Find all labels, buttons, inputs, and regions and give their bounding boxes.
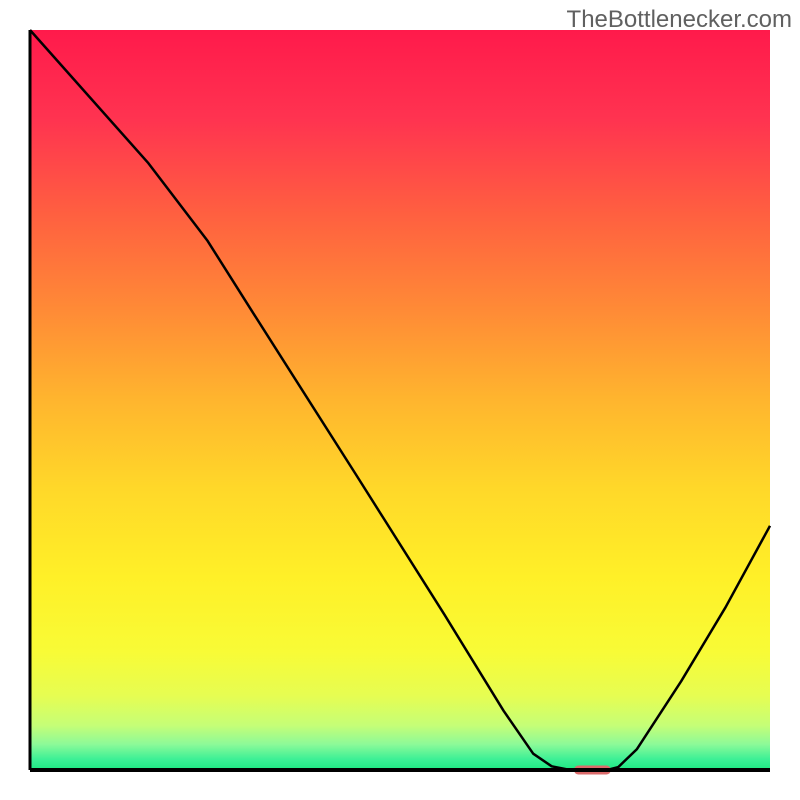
chart-container: TheBottlenecker.com <box>0 0 800 800</box>
watermark-text: TheBottlenecker.com <box>567 6 792 34</box>
gradient-background <box>30 30 770 770</box>
bottleneck-chart <box>0 0 800 800</box>
